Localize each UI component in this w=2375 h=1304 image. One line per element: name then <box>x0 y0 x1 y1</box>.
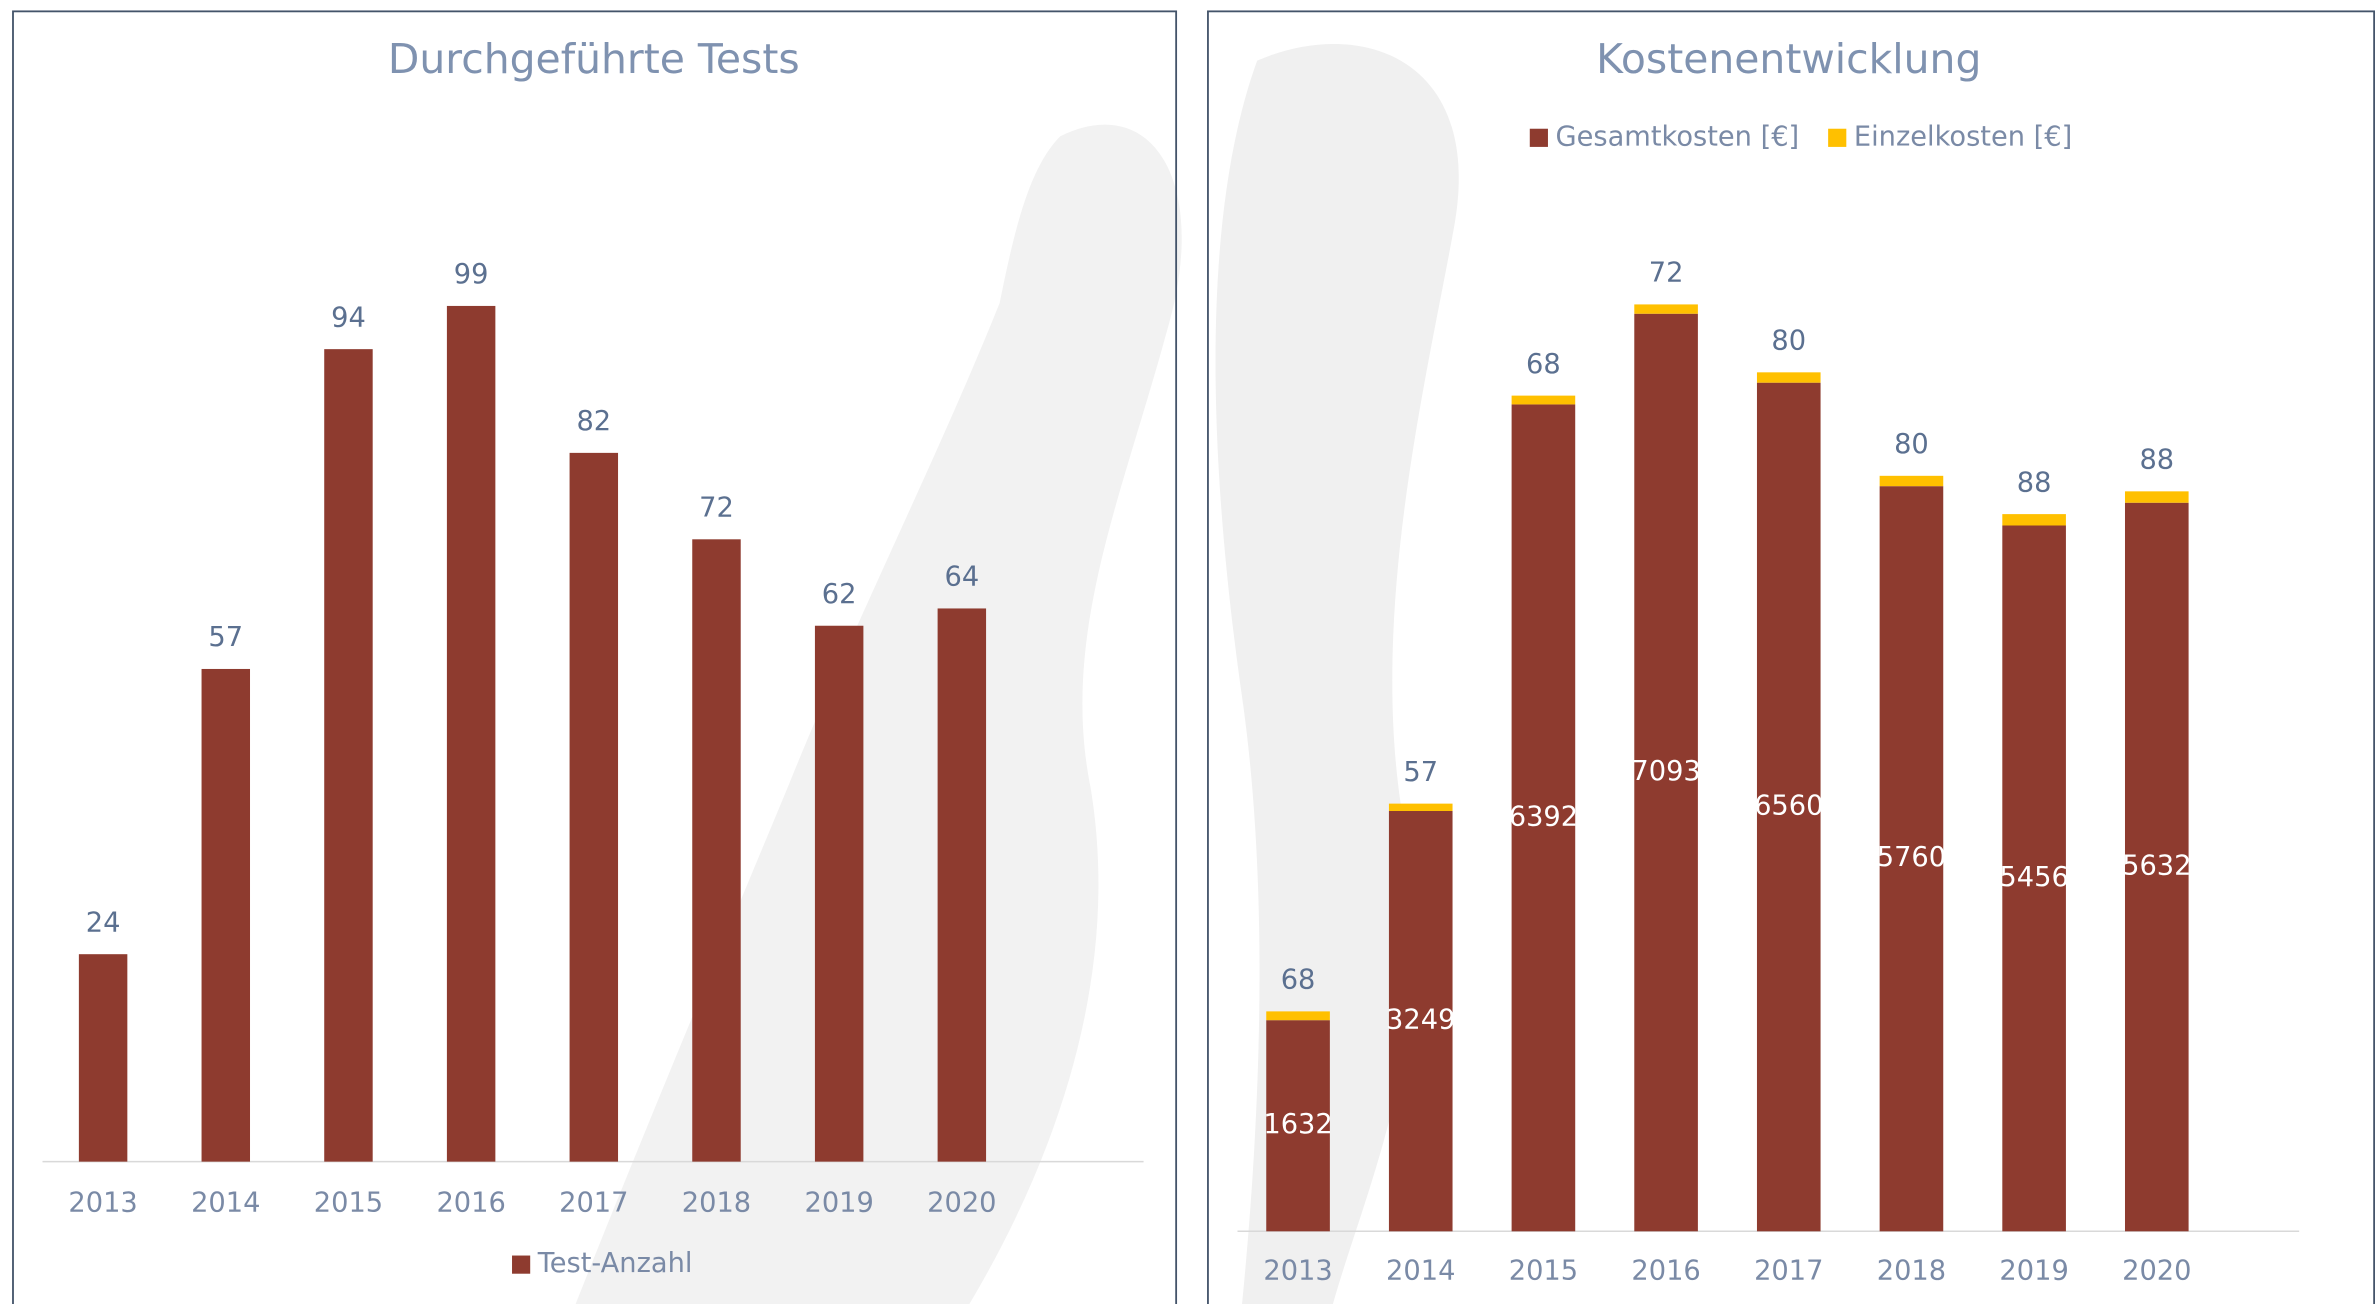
legend-label: Test-Anzahl <box>537 1248 693 1279</box>
data-label: 6392 <box>1509 801 1578 832</box>
data-label: 94 <box>331 302 366 333</box>
x-tick-label: 2017 <box>559 1188 628 1219</box>
data-label: 72 <box>1649 258 1684 289</box>
data-label: 82 <box>576 406 611 437</box>
bar <box>324 349 372 1161</box>
x-tick-label: 2020 <box>2122 1256 2191 1287</box>
x-tick-label: 2016 <box>1631 1256 1700 1287</box>
data-label: 64 <box>944 562 979 593</box>
x-tick-label: 2017 <box>1754 1256 1823 1287</box>
x-tick-label: 2014 <box>191 1188 260 1219</box>
bar <box>1634 304 1698 313</box>
data-label: 80 <box>1894 429 1929 460</box>
data-label: 5632 <box>2122 851 2191 882</box>
bar <box>79 954 127 1161</box>
data-label: 99 <box>454 259 489 290</box>
chart-title: Durchgeführte Tests <box>388 35 800 83</box>
legend-swatch <box>1530 129 1548 147</box>
bar <box>202 669 250 1162</box>
data-label: 6560 <box>1754 790 1823 821</box>
legend-label: Gesamtkosten [€] <box>1556 121 1800 152</box>
bar <box>1389 804 1453 811</box>
data-label: 57 <box>1403 757 1438 788</box>
data-label: 7093 <box>1631 756 1700 787</box>
data-label: 57 <box>208 622 243 653</box>
x-tick-label: 2020 <box>927 1188 996 1219</box>
x-tick-label: 2019 <box>1999 1256 2068 1287</box>
data-label: 68 <box>1281 965 1316 996</box>
x-tick-label: 2019 <box>804 1188 873 1219</box>
chart-title: Kostenentwicklung <box>1596 35 1981 83</box>
bar <box>2125 491 2189 502</box>
x-tick-label: 2018 <box>682 1188 751 1219</box>
legend-swatch <box>512 1256 530 1274</box>
bar <box>447 306 495 1162</box>
data-label: 62 <box>822 579 857 610</box>
legend-swatch <box>1828 129 1846 147</box>
bar <box>2002 514 2066 525</box>
x-tick-label: 2015 <box>314 1188 383 1219</box>
bar <box>1757 372 1821 382</box>
bar <box>938 608 986 1161</box>
x-tick-label: 2013 <box>1263 1256 1332 1287</box>
data-label: 68 <box>1526 349 1561 380</box>
bar <box>692 539 740 1161</box>
x-tick-label: 2015 <box>1509 1256 1578 1287</box>
x-tick-label: 2013 <box>68 1188 137 1219</box>
bar <box>1880 476 1944 486</box>
x-tick-label: 2016 <box>436 1188 505 1219</box>
data-label: 88 <box>2139 445 2174 476</box>
data-label: 80 <box>1771 326 1806 357</box>
legend-label: Einzelkosten [€] <box>1854 121 2072 152</box>
data-label: 5456 <box>1999 862 2068 893</box>
data-label: 24 <box>86 907 121 938</box>
data-label: 1632 <box>1263 1109 1332 1140</box>
data-label: 3249 <box>1386 1005 1455 1036</box>
dashboard: Durchgeführte Tests 2013 24 2014 57 2015 94 201… <box>0 0 2375 1304</box>
bar <box>1512 396 1576 405</box>
bar <box>815 626 863 1162</box>
page: Durchgeführte Tests 2013 24 2014 57 2015 94 201… <box>0 0 2375 1304</box>
bar <box>570 453 618 1162</box>
x-tick-label: 2018 <box>1877 1256 1946 1287</box>
data-label: 5760 <box>1877 842 1946 873</box>
bar <box>1266 1011 1330 1020</box>
x-tick-label: 2014 <box>1386 1256 1455 1287</box>
data-label: 88 <box>2017 467 2052 498</box>
data-label: 72 <box>699 493 734 524</box>
